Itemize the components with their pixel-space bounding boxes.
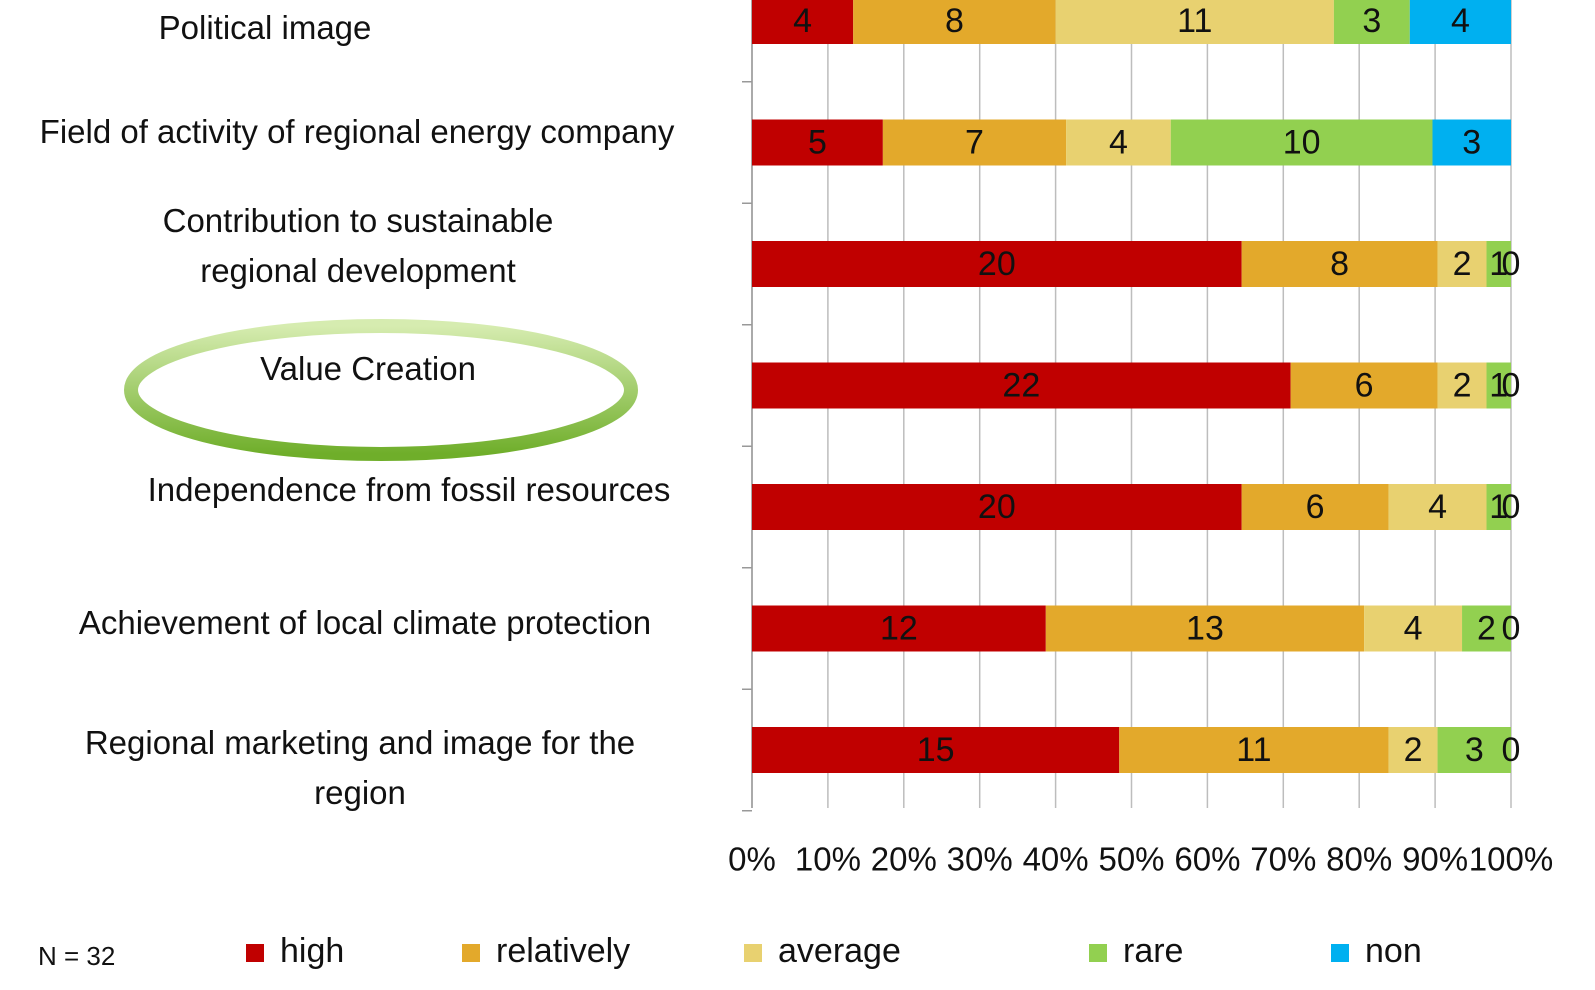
bar-segment — [853, 0, 1056, 44]
data-label: 4 — [793, 2, 812, 40]
bar-segment — [752, 484, 1242, 530]
legend-swatch — [462, 944, 480, 962]
data-label: 4 — [1404, 609, 1423, 647]
bar-segment — [752, 362, 1291, 409]
bar-segment — [1170, 119, 1433, 166]
data-label: 11 — [1177, 2, 1212, 40]
category-label: Political image — [158, 9, 372, 46]
legend-label: average — [778, 932, 901, 970]
category-label: Regional marketing and image for the reg… — [84, 724, 636, 811]
bar-segment — [1437, 727, 1511, 773]
bar-segment — [1055, 0, 1334, 44]
legend-label: rare — [1123, 932, 1183, 970]
data-label: 15 — [917, 731, 955, 769]
bar-segment — [752, 605, 1046, 652]
x-tick-label: 10% — [795, 841, 861, 878]
data-label: 3 — [1462, 123, 1481, 161]
x-tick-label: 80% — [1326, 841, 1392, 878]
category-label: Independence from fossil resources — [147, 471, 671, 508]
data-label: 2 — [1477, 609, 1496, 647]
data-label: 10 — [1283, 123, 1321, 161]
bar-segment — [1045, 605, 1365, 652]
data-label: 12 — [880, 609, 918, 647]
bar-segment — [1388, 484, 1487, 530]
x-tick-label: 40% — [1023, 841, 1089, 878]
data-label: 4 — [1109, 123, 1128, 161]
bar-segment — [1388, 727, 1438, 773]
data-label: 3 — [1362, 2, 1381, 40]
category-label: Value Creation — [260, 349, 476, 387]
data-label: 0 — [1502, 366, 1521, 404]
bar-segment — [1364, 605, 1463, 652]
data-label: 20 — [978, 245, 1016, 283]
data-label: 4 — [1428, 488, 1447, 526]
bar-segment — [1486, 362, 1511, 409]
bar-segment — [1409, 0, 1511, 44]
x-tick-label: 100% — [1469, 841, 1553, 878]
data-label: 4 — [1451, 2, 1470, 40]
x-tick-label: 70% — [1250, 841, 1316, 878]
data-label: 2 — [1453, 366, 1472, 404]
bar-segment — [752, 119, 883, 166]
bar-segment — [1486, 484, 1511, 530]
data-label: 8 — [945, 2, 964, 40]
category-label: Field of activity of regional energy com… — [39, 112, 675, 150]
x-tick-label: 90% — [1402, 841, 1468, 878]
data-label: 2 — [1404, 731, 1423, 769]
data-label: 6 — [1306, 488, 1325, 526]
data-label: 13 — [1186, 609, 1224, 647]
data-label: 8 — [1330, 245, 1349, 283]
category-label: Contribution to sustainable regional dev… — [162, 202, 554, 289]
legend-label: non — [1365, 932, 1422, 970]
data-label: 20 — [978, 488, 1016, 526]
data-label: 0 — [1502, 609, 1521, 647]
bar-segment — [1119, 727, 1389, 773]
data-label: 5 — [808, 123, 827, 161]
bar-segment — [752, 727, 1120, 773]
bar-segment — [1290, 362, 1438, 409]
bar-segment — [1066, 119, 1171, 166]
legend-swatch — [1331, 944, 1349, 962]
data-label: 3 — [1465, 731, 1484, 769]
x-tick-label: 30% — [947, 841, 1013, 878]
x-tick-label: 20% — [871, 841, 937, 878]
legend-label: high — [280, 932, 344, 970]
note: N = 32 — [38, 941, 115, 971]
data-label: 6 — [1355, 366, 1374, 404]
data-label: 1 — [1489, 245, 1508, 283]
legend-swatch — [744, 944, 762, 962]
bar-segment — [752, 0, 854, 44]
x-tick-label: 50% — [1098, 841, 1164, 878]
data-label: 0 — [1502, 245, 1521, 283]
bar-segment — [882, 119, 1067, 166]
bar-segment — [1241, 484, 1389, 530]
data-label: 0 — [1502, 731, 1521, 769]
data-label: 22 — [1002, 366, 1040, 404]
bar-segment — [752, 241, 1242, 287]
category-label: Achievement of local climate protection — [78, 603, 652, 641]
data-label: 1 — [1489, 488, 1508, 526]
highlight-ellipse — [124, 319, 638, 461]
legend-swatch — [246, 944, 264, 962]
bar-segment — [1241, 241, 1438, 287]
bar-segment — [1462, 605, 1511, 652]
legend-label: relatively — [496, 932, 630, 970]
bar-segment — [1333, 0, 1410, 44]
x-tick-label: 60% — [1174, 841, 1240, 878]
data-label: 7 — [965, 123, 984, 161]
data-label: 1 — [1489, 366, 1508, 404]
x-tick-label: 0% — [728, 841, 776, 878]
bar-segment — [1486, 241, 1511, 287]
data-label: 2 — [1453, 245, 1472, 283]
bar-segment — [1437, 241, 1487, 287]
bar-segment — [1432, 119, 1511, 166]
bar-segment — [1437, 362, 1487, 409]
data-label: 0 — [1502, 488, 1521, 526]
data-label: 11 — [1236, 731, 1271, 769]
legend-swatch — [1089, 944, 1107, 962]
